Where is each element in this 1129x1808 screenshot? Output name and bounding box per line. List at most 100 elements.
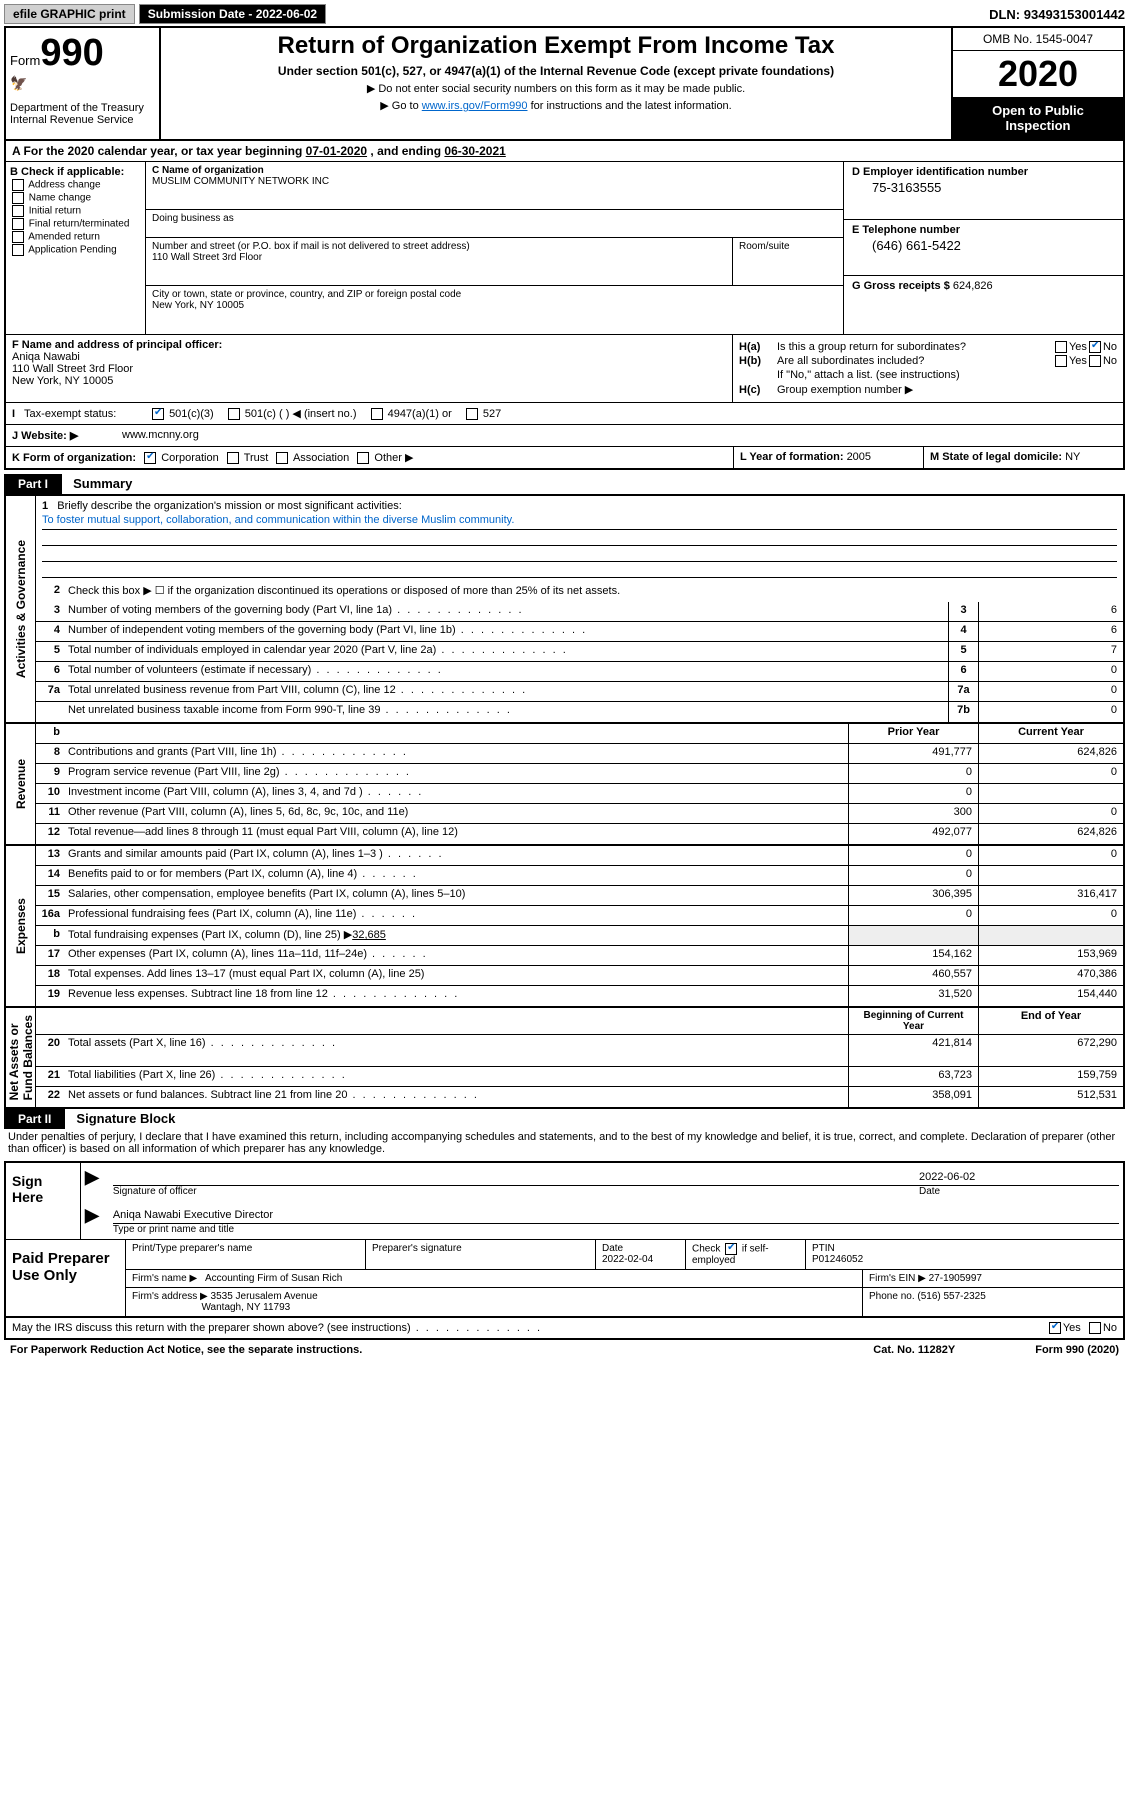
submission-date: Submission Date - 2022-06-02 [139, 4, 326, 24]
l2: Check this box ▶ ☐ if the organization d… [64, 582, 1123, 602]
ein-label: D Employer identification number [852, 166, 1115, 178]
hdr-prior: Prior Year [848, 724, 978, 743]
form-header: Form990 🦅 Department of the Treasury Int… [4, 26, 1125, 141]
c11: 0 [978, 804, 1123, 823]
year-formation-label: L Year of formation: [740, 451, 847, 463]
v3: 6 [978, 602, 1123, 621]
arrow-icon: ▶ [85, 1205, 99, 1235]
side-revenue: Revenue [6, 724, 36, 844]
l9: Program service revenue (Part VIII, line… [64, 764, 848, 783]
officer-name-title: Aniqa Nawabi Executive Director [113, 1209, 273, 1221]
l22: Net assets or fund balances. Subtract li… [64, 1087, 848, 1107]
ha-label: H(a) [739, 341, 777, 353]
gross-receipts: 624,826 [953, 280, 993, 292]
cb-addr-change[interactable]: Address change [10, 179, 141, 191]
form-label: Form [10, 53, 40, 68]
korg-other[interactable] [357, 452, 369, 464]
v4: 6 [978, 622, 1123, 641]
row-a-tax-year: A For the 2020 calendar year, or tax yea… [4, 141, 1125, 162]
hb-yes[interactable] [1055, 355, 1067, 367]
phone-label: Phone no. [869, 1291, 917, 1302]
l16a: Professional fundraising fees (Part IX, … [64, 906, 848, 925]
cb-name-change[interactable]: Name change [10, 192, 141, 204]
topbar: efile GRAPHIC print Submission Date - 20… [4, 4, 1125, 24]
dept-treasury: Department of the Treasury Internal Reve… [10, 102, 155, 126]
ha-question: Is this a group return for subordinates? [777, 341, 1053, 353]
l14: Benefits paid to or for members (Part IX… [64, 866, 848, 885]
discuss-no[interactable] [1089, 1322, 1101, 1334]
efile-print-btn[interactable]: efile GRAPHIC print [4, 4, 135, 24]
ha-yes[interactable] [1055, 341, 1067, 353]
fein-label: Firm's EIN ▶ [869, 1273, 926, 1284]
sig-date: 2022-06-02 [919, 1171, 1119, 1183]
p9: 0 [848, 764, 978, 783]
dln: DLN: 93493153001442 [989, 7, 1125, 22]
sign-here-label: Sign Here [6, 1163, 81, 1239]
website-val: www.mcnny.org [116, 425, 205, 446]
v6: 0 [978, 662, 1123, 681]
cb-initial-return[interactable]: Initial return [10, 205, 141, 217]
hb-label: H(b) [739, 355, 777, 367]
fein: 27-1905997 [929, 1273, 982, 1284]
l21: Total liabilities (Part X, line 26) [64, 1067, 848, 1086]
p15: 306,395 [848, 886, 978, 905]
l7a: Total unrelated business revenue from Pa… [64, 682, 948, 701]
side-activities: Activities & Governance [6, 496, 36, 722]
faddr-label: Firm's address ▶ [132, 1291, 208, 1302]
officer-name: Aniqa Nawabi [12, 351, 726, 363]
ha-no[interactable] [1089, 341, 1101, 353]
website-label: J Website: ▶ [6, 425, 116, 446]
l12: Total revenue—add lines 8 through 11 (mu… [64, 824, 848, 844]
cb-amended[interactable]: Amended return [10, 231, 141, 243]
c12: 624,826 [978, 824, 1123, 844]
suite-label: Room/suite [739, 241, 837, 252]
addr-label: Number and street (or P.O. box if mail i… [152, 241, 726, 252]
c21: 159,759 [978, 1067, 1123, 1086]
l6: Total number of volunteers (estimate if … [64, 662, 948, 681]
te-527[interactable]: 527 [464, 408, 501, 420]
cb-app-pending[interactable]: Application Pending [10, 244, 141, 256]
cb-final-return[interactable]: Final return/terminated [10, 218, 141, 230]
sig-officer-field[interactable] [113, 1171, 919, 1183]
korg-assoc[interactable] [276, 452, 288, 464]
year-formation: 2005 [847, 451, 871, 463]
c9: 0 [978, 764, 1123, 783]
irs-link[interactable]: www.irs.gov/Form990 [422, 100, 528, 112]
side-netassets: Net Assets or Fund Balances [6, 1008, 36, 1107]
firm-label: Firm's name ▶ [132, 1273, 197, 1284]
c14 [978, 866, 1123, 885]
firm-name: Accounting Firm of Susan Rich [205, 1273, 342, 1284]
c20: 672,290 [978, 1035, 1123, 1066]
c10 [978, 784, 1123, 803]
c22: 512,531 [978, 1087, 1123, 1107]
hb-no[interactable] [1089, 355, 1101, 367]
faddr2: Wantagh, NY 11793 [201, 1302, 290, 1313]
korg-corp[interactable] [144, 452, 156, 464]
l8: Contributions and grants (Part VIII, lin… [64, 744, 848, 763]
korg-trust[interactable] [227, 452, 239, 464]
p17: 154,162 [848, 946, 978, 965]
org-name: MUSLIM COMMUNITY NETWORK INC [152, 176, 837, 187]
paid-prep-label: Paid Preparer Use Only [6, 1240, 126, 1316]
discuss-yes[interactable] [1049, 1322, 1061, 1334]
hc-question: Group exemption number ▶ [777, 383, 913, 396]
pcheck[interactable]: Check if self-employed [686, 1240, 806, 1269]
l4: Number of independent voting members of … [64, 622, 948, 641]
omb-number: OMB No. 1545-0047 [953, 28, 1123, 51]
pname-label: Print/Type preparer's name [132, 1243, 359, 1254]
te-501c[interactable]: 501(c) ( ) ◀ (insert no.) [226, 407, 357, 420]
p14: 0 [848, 866, 978, 885]
tax-year: 2020 [953, 51, 1123, 97]
hb-question: Are all subordinates included? [777, 355, 1053, 367]
hc-label: H(c) [739, 384, 777, 396]
irs-eagle-icon: 🦅 [10, 75, 155, 92]
hdr-beg: Beginning of Current Year [848, 1008, 978, 1034]
l5: Total number of individuals employed in … [64, 642, 948, 661]
te-501c3[interactable]: 501(c)(3) [150, 408, 214, 420]
p18: 460,557 [848, 966, 978, 985]
pdate-label: Date [602, 1243, 679, 1254]
city-label: City or town, state or province, country… [152, 289, 837, 300]
l1-label: Briefly describe the organization's miss… [57, 500, 401, 512]
te-4947[interactable]: 4947(a)(1) or [369, 408, 452, 420]
side-expenses: Expenses [6, 846, 36, 1006]
